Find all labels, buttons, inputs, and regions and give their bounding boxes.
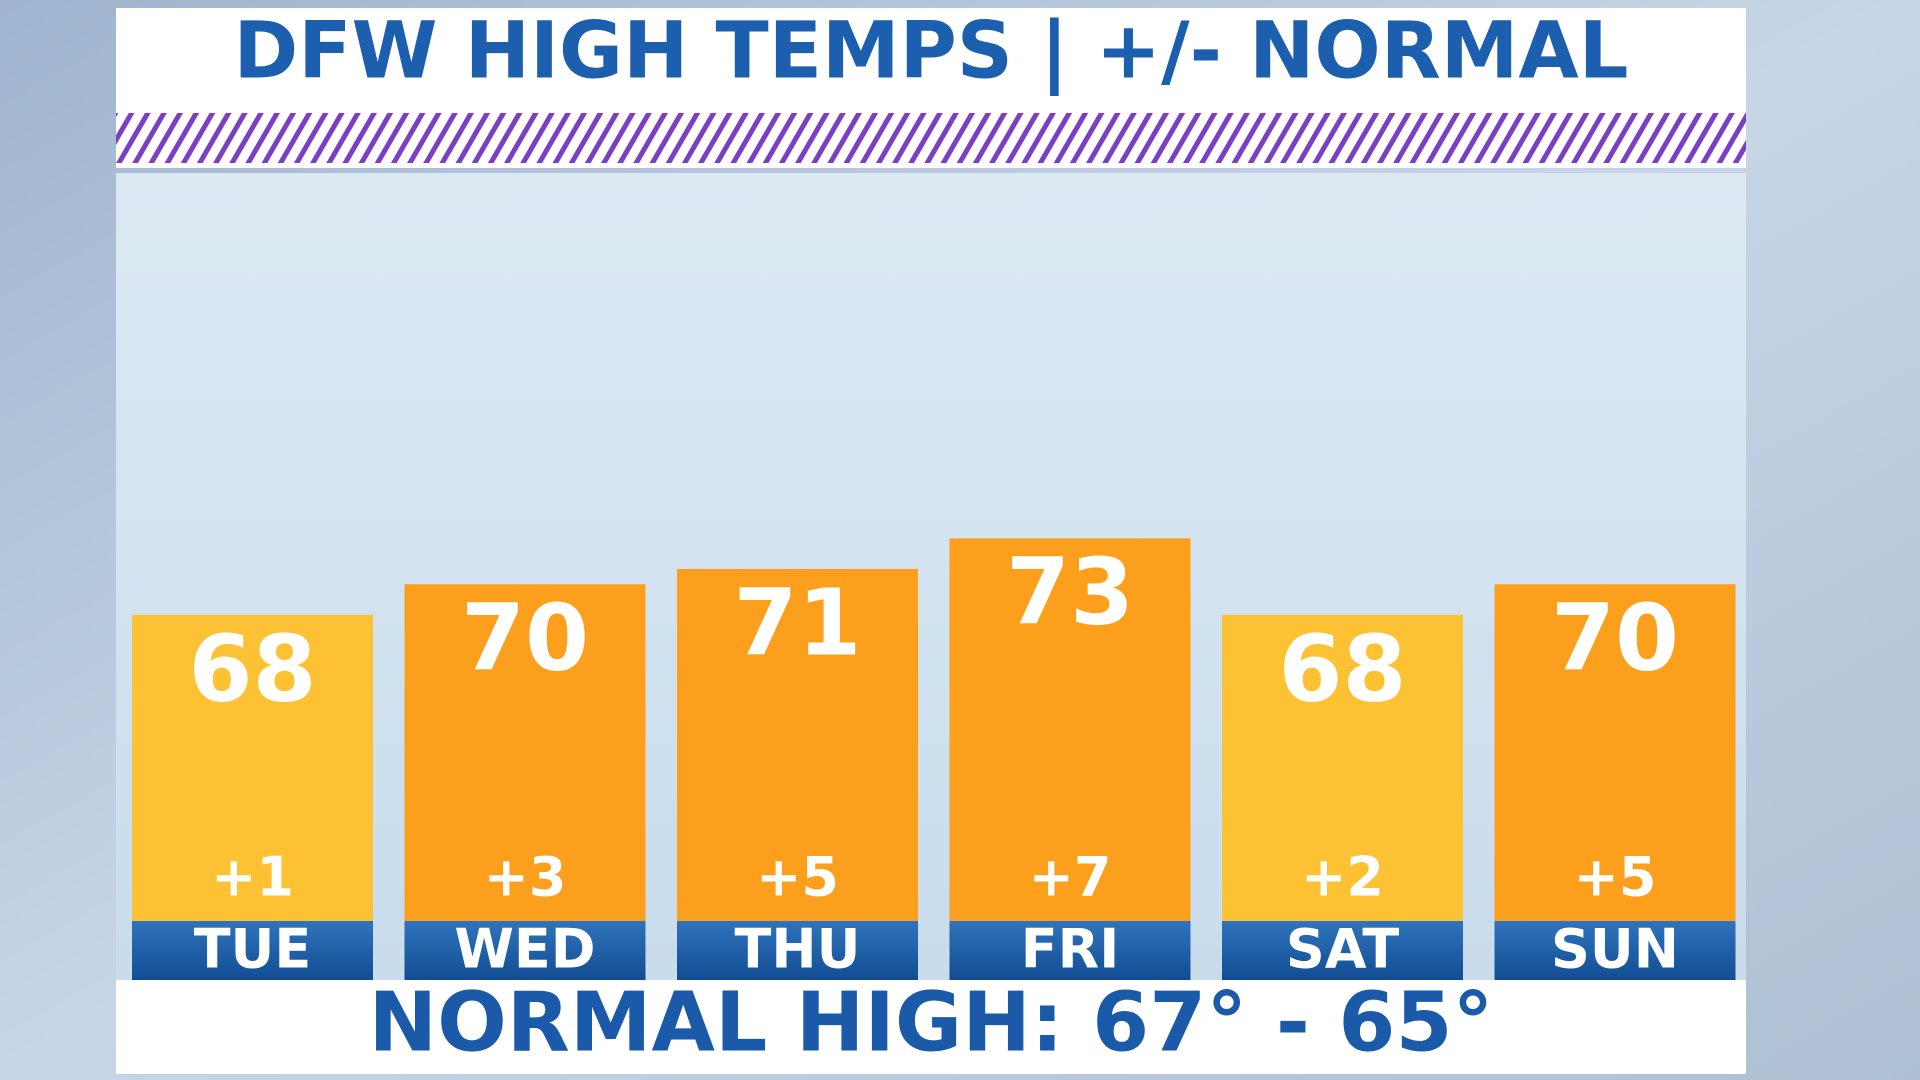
chart-title: DFW HIGH TEMPS | +/- NORMAL [234, 6, 1629, 96]
x-tick-label: TUE [194, 918, 312, 981]
day-band [949, 921, 1191, 980]
bar [404, 584, 646, 921]
day-band [1222, 921, 1463, 980]
value-label: 68 [1278, 615, 1406, 722]
bar [949, 538, 1191, 921]
x-tick-label: SUN [1551, 918, 1679, 981]
bar [132, 614, 373, 921]
x-tick-label: SAT [1286, 918, 1399, 981]
value-label: 70 [1551, 585, 1679, 692]
value-label: 68 [188, 615, 316, 722]
anomaly-label: +7 [1029, 846, 1112, 909]
bar [1222, 614, 1463, 921]
anomaly-label: +3 [484, 846, 567, 909]
bar [677, 568, 918, 921]
anomaly-label: +5 [756, 846, 839, 909]
anomaly-label: +2 [1301, 846, 1384, 909]
value-label: 71 [733, 569, 861, 676]
chart-panel [116, 173, 1746, 980]
footer-text: NORMAL HIGH: 67° - 65° [368, 975, 1493, 1070]
x-tick-label: FRI [1021, 918, 1120, 981]
x-tick-label: THU [735, 918, 861, 981]
day-band [132, 921, 373, 980]
day-band [1494, 921, 1736, 980]
bar [1494, 584, 1736, 921]
hatch-band [116, 113, 1746, 163]
day-band [404, 921, 646, 980]
anomaly-label: +1 [211, 846, 294, 909]
x-tick-label: WED [454, 918, 595, 981]
value-label: 70 [461, 585, 589, 692]
day-band [677, 921, 918, 980]
value-label: 73 [1006, 539, 1134, 646]
footer-panel [116, 980, 1746, 1074]
anomaly-label: +5 [1574, 846, 1657, 909]
